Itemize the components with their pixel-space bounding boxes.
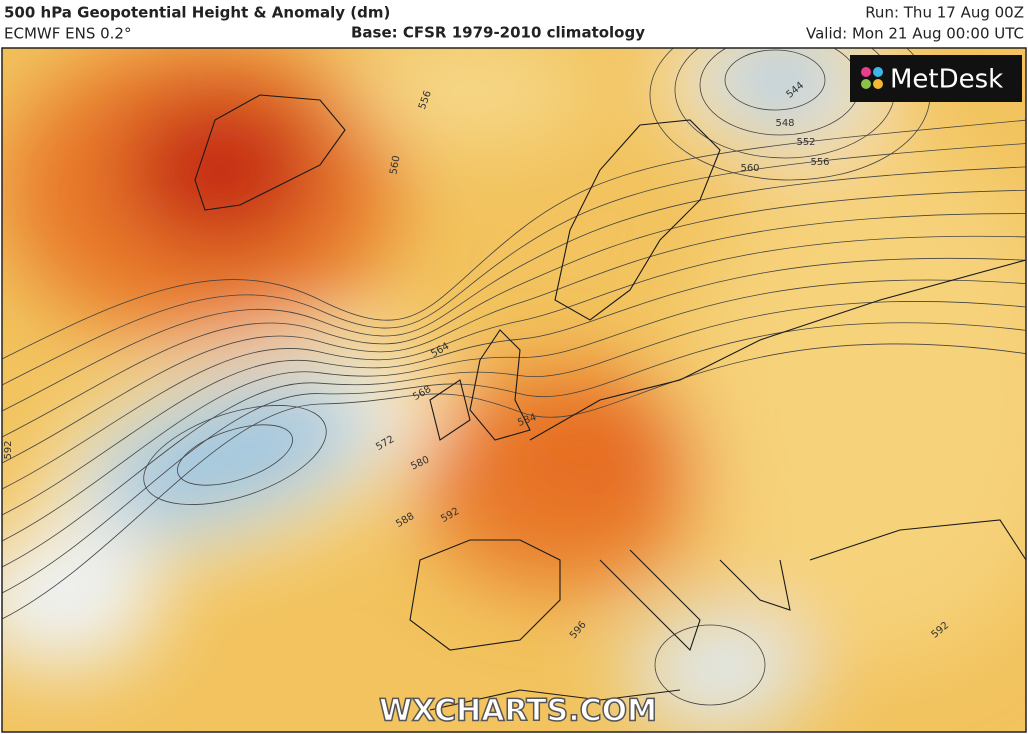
- contour-line: [2, 257, 1026, 516]
- model: ECMWF ENS 0.2°: [4, 25, 131, 43]
- coastlines: [194, 94, 1026, 711]
- base: Base: CFSR 1979-2010 climatology: [351, 24, 645, 42]
- contour-label: 556: [810, 157, 829, 168]
- valid: Valid: Mon 21 Aug 00:00 UTC: [806, 25, 1024, 43]
- contour-line: [2, 279, 1026, 542]
- contour-label: 560: [388, 155, 402, 176]
- map-frame: [1, 47, 1027, 733]
- contour-line: [2, 119, 1026, 360]
- contour-line: [2, 343, 1026, 620]
- contour-line: [2, 166, 1026, 412]
- logo-box: [850, 55, 1022, 102]
- contour-line: [2, 213, 1026, 464]
- contour-label: 560: [740, 163, 759, 174]
- contour-line: [2, 322, 1026, 594]
- contour-line: [2, 189, 1026, 438]
- logo-icon: [861, 67, 883, 89]
- title: 500 hPa Geopotential Height & Anomaly (d…: [4, 4, 390, 22]
- contour-line: [2, 300, 1026, 568]
- contour-label: 548: [775, 118, 794, 129]
- logo-text: MetDesk: [890, 65, 1003, 95]
- run: Run: Thu 17 Aug 00Z: [865, 4, 1024, 22]
- watermark: WXCHARTS.COM: [379, 694, 657, 729]
- contour-line: [2, 143, 1026, 386]
- contour-label: 592: [3, 440, 14, 459]
- contour-label: 552: [796, 137, 815, 148]
- contour-line: [2, 235, 1026, 490]
